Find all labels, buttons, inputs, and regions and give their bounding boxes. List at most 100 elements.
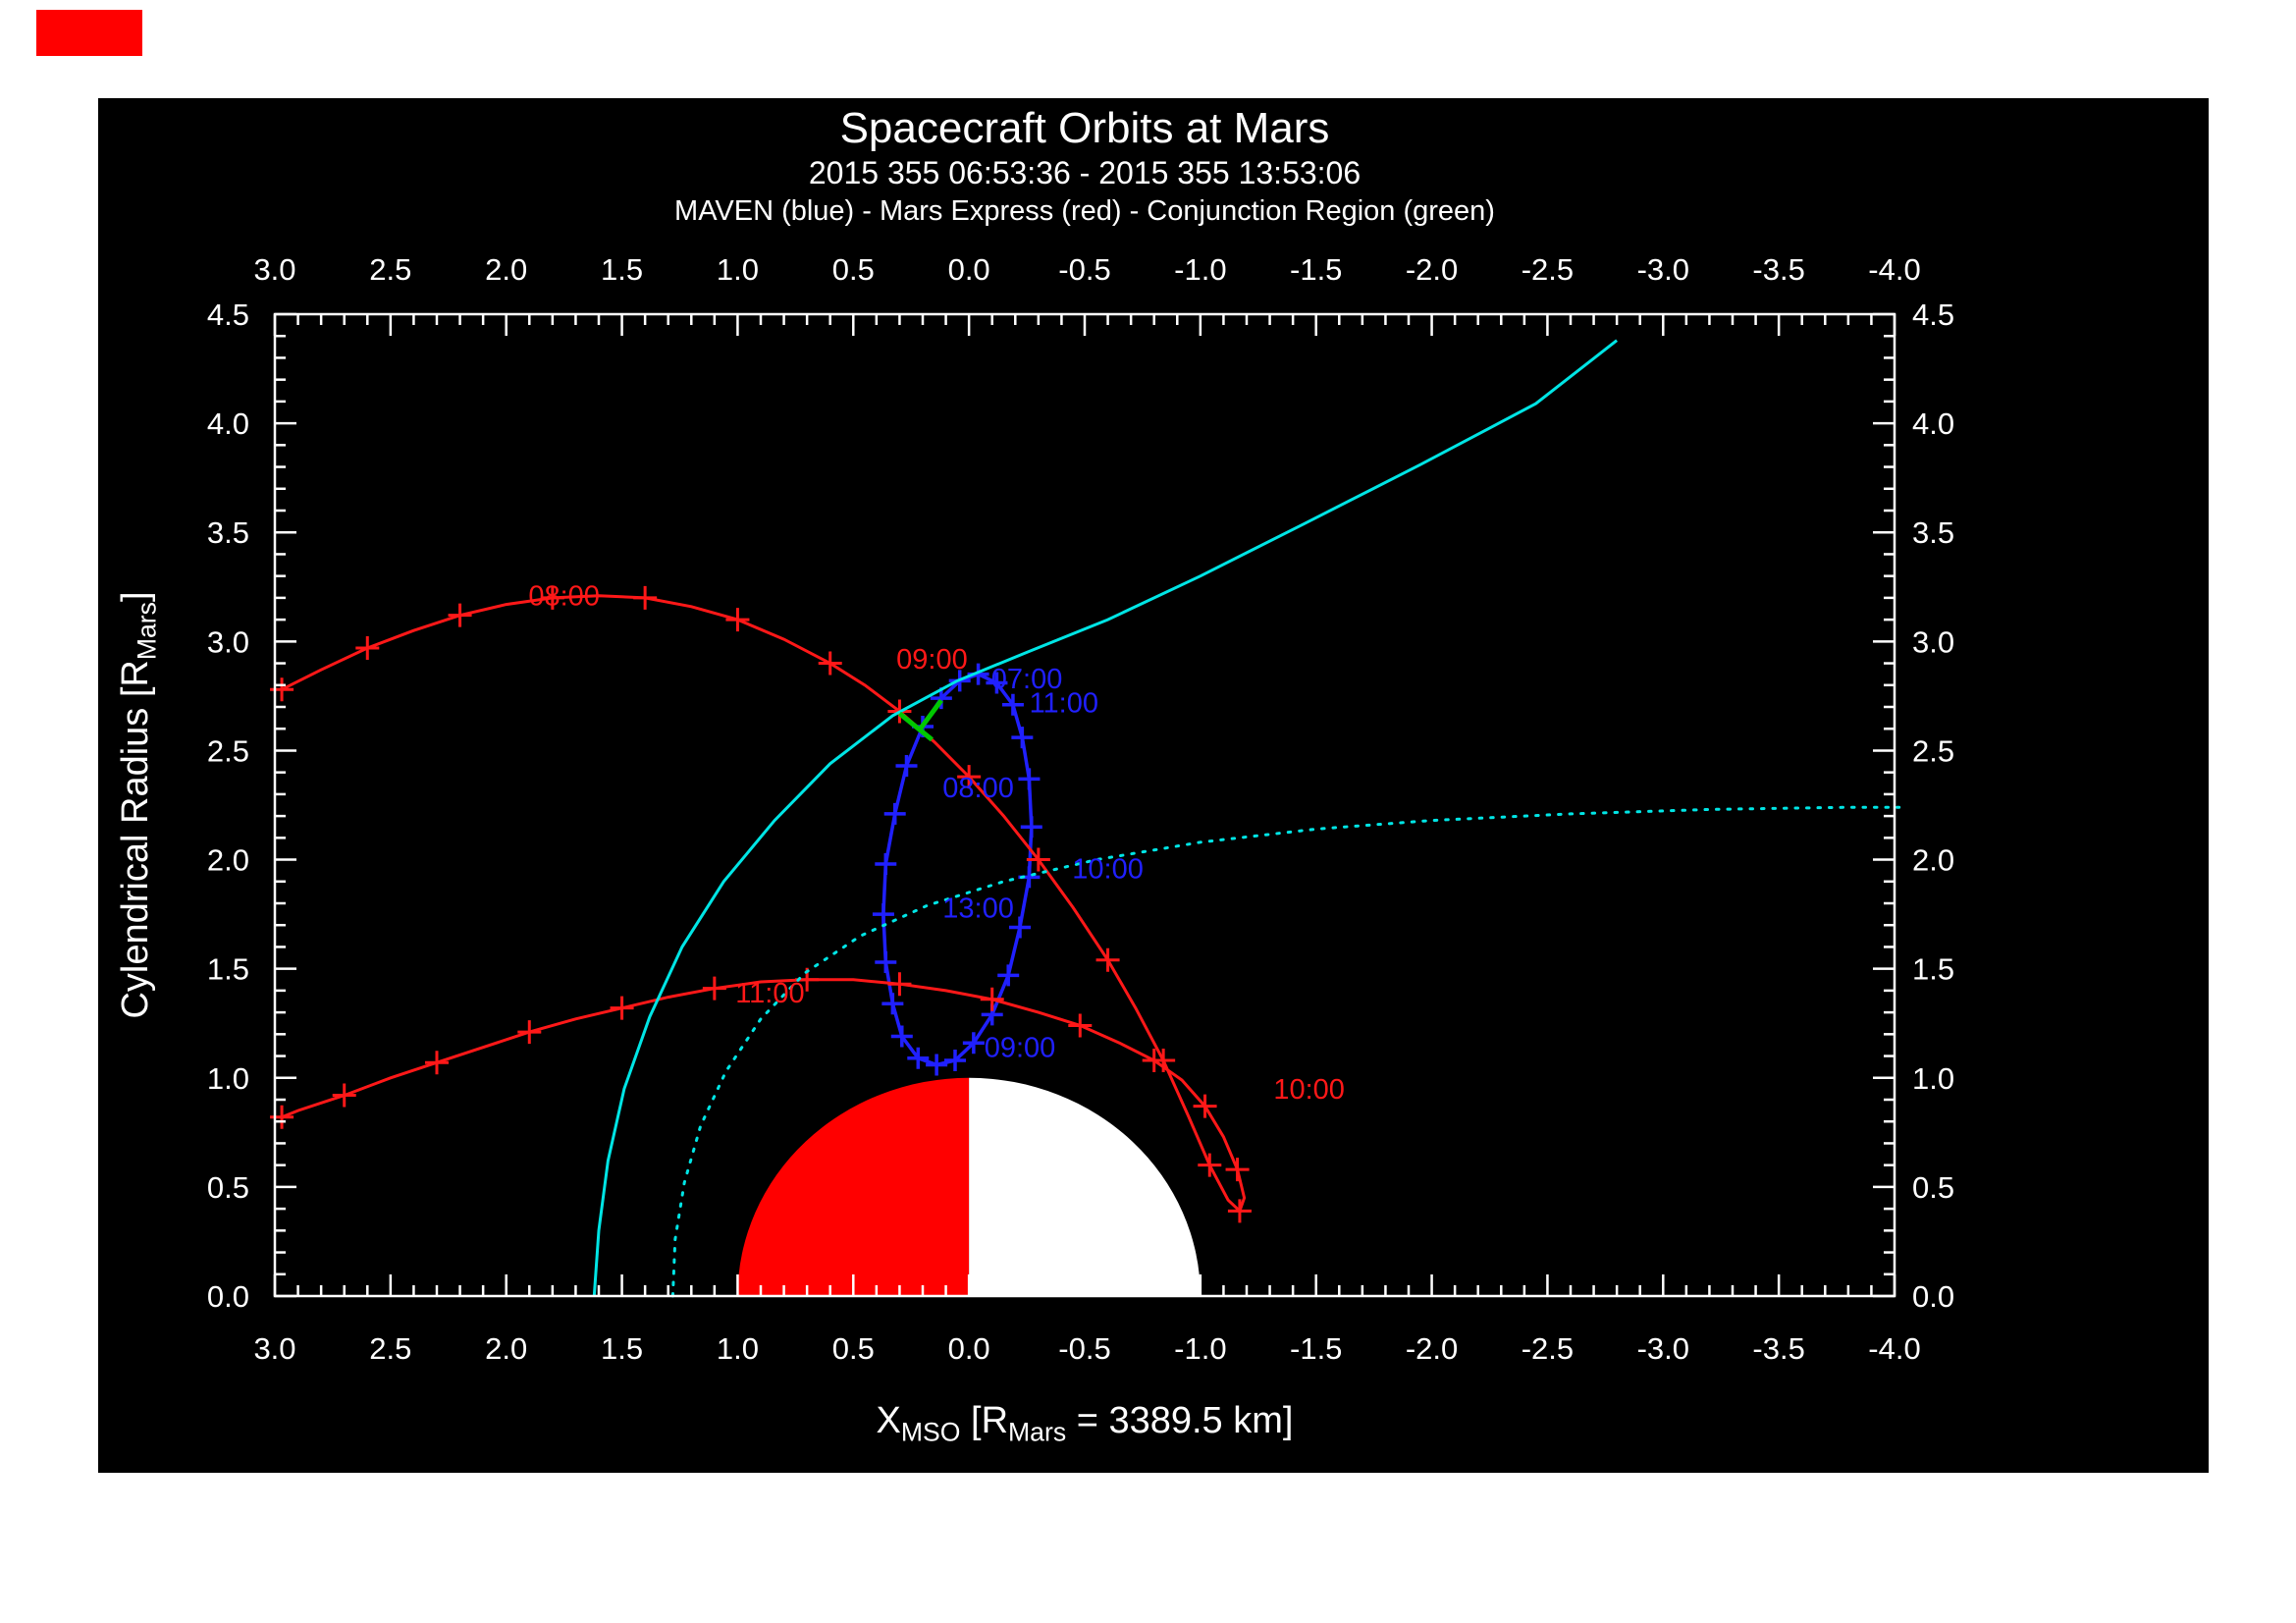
plus-marker-maven-orbit (1020, 816, 1042, 839)
y-tick-label-right: 1.0 (1912, 1061, 1954, 1096)
orbit-path-cyan-dotted-boundary (670, 805, 1901, 1298)
axis-title-part: MSO (901, 1417, 961, 1446)
y-tick-label-right: 1.5 (1912, 952, 1954, 987)
x-tick-label-top: -0.5 (1058, 252, 1110, 287)
x-tick-label-bottom: -2.5 (1522, 1331, 1574, 1366)
x-tick-label-bottom: -2.0 (1406, 1331, 1458, 1366)
plus-marker-mars-express-orbit (1193, 1094, 1217, 1118)
plus-marker-maven-orbit (875, 951, 897, 973)
plus-marker-maven-orbit (872, 903, 894, 926)
plus-marker-mars-express-orbit (1026, 847, 1050, 872)
x-tick-label-top: -2.5 (1522, 252, 1574, 287)
y-tick-label-left: 1.5 (207, 952, 249, 987)
x-tick-label-top: 3.0 (253, 252, 295, 287)
mars-dayside (737, 1077, 970, 1296)
plus-marker-maven-orbit (997, 964, 1020, 987)
y-tick-label-left: 0.5 (207, 1170, 249, 1205)
time-label: 11:00 (735, 978, 804, 1009)
plus-marker-maven-orbit (1009, 916, 1031, 939)
time-label: 10:00 (1273, 1074, 1345, 1106)
y-tick-label-right: 4.0 (1912, 406, 1954, 441)
x-tick-label-bottom: -1.5 (1290, 1331, 1342, 1366)
x-axis-title: XMSO [RMars = 3389.5 km] (877, 1400, 1294, 1446)
plus-marker-maven-orbit (944, 1050, 966, 1071)
axis-title-part: X (877, 1400, 901, 1441)
plus-marker-maven-orbit (895, 755, 918, 777)
y-tick-label-right: 0.5 (1912, 1170, 1954, 1205)
plus-marker-maven-orbit (1011, 727, 1034, 749)
x-tick-label-bottom: 1.0 (717, 1331, 759, 1366)
plus-marker-mars-express-orbit (818, 651, 842, 676)
orbit-path-conjunction-region-a (897, 711, 934, 742)
annotation-layer: 08:0009:0010:0011:0007:0011:0008:0010:00… (528, 581, 1345, 1106)
orbit-path-cyan-solid-boundary (592, 339, 1619, 1297)
plus-marker-mars-express-orbit (1142, 1049, 1166, 1072)
x-tick-label-top: 0.5 (832, 252, 875, 287)
plus-marker-mars-express-orbit (1198, 1153, 1222, 1177)
plus-marker-maven-orbit (1001, 693, 1024, 716)
x-tick-label-top: -1.0 (1174, 252, 1226, 287)
plus-marker-maven-orbit (875, 853, 897, 875)
plus-marker-mars-express-orbit (725, 608, 750, 632)
y-tick-label-left: 3.0 (207, 624, 249, 659)
y-tick-label-right: 4.5 (1912, 298, 1954, 332)
x-tick-label-bottom: -4.0 (1868, 1331, 1920, 1366)
mars-nightside (969, 1077, 1201, 1296)
axis-title-part: ] (115, 591, 156, 602)
time-label: 08:00 (528, 581, 600, 613)
plus-marker-mars-express-orbit (517, 1020, 542, 1045)
y-tick-label-left: 1.0 (207, 1061, 249, 1096)
corner-red-marker (36, 10, 142, 56)
plus-marker-mars-express-orbit (355, 636, 380, 660)
plus-marker-mars-express-orbit (448, 603, 472, 627)
plus-marker-mars-express-orbit (980, 987, 1004, 1011)
y-tick-label-left: 4.0 (207, 406, 249, 441)
x-tick-label-top: 2.5 (369, 252, 411, 287)
time-label: 08:00 (942, 773, 1014, 804)
x-tick-label-bottom: 1.5 (601, 1331, 643, 1366)
time-label: 13:00 (942, 893, 1014, 924)
plus-marker-mars-express-orbit (425, 1051, 449, 1075)
x-tick-label-top: 1.0 (717, 252, 759, 287)
mars-layer (737, 1077, 1201, 1296)
y-axis-title: Cylendrical Radius [RMars] (115, 591, 161, 1018)
plus-marker-mars-express-orbit (633, 585, 658, 610)
x-tick-label-top: -2.0 (1406, 252, 1458, 287)
x-tick-label-bottom: 3.0 (253, 1331, 295, 1366)
x-tick-label-bottom: -3.5 (1752, 1331, 1804, 1366)
y-tick-label-left: 2.0 (207, 843, 249, 878)
y-tick-label-left: 0.0 (207, 1279, 249, 1314)
x-tick-label-top: 2.0 (485, 252, 527, 287)
plus-marker-maven-orbit (962, 1032, 985, 1055)
series-layer (270, 339, 1901, 1298)
x-tick-label-top: -3.0 (1637, 252, 1689, 287)
time-label: 07:00 (991, 664, 1063, 695)
time-label: 09:00 (896, 644, 968, 676)
plus-marker-maven-orbit (1018, 768, 1041, 790)
time-label: 10:00 (1072, 853, 1144, 885)
x-tick-label-top: 0.0 (948, 252, 990, 287)
x-tick-label-bottom: 0.5 (832, 1331, 875, 1366)
plus-marker-mars-express-orbit (610, 996, 634, 1020)
axis-title-part: Cylendrical Radius [R (115, 660, 156, 1018)
x-tick-label-bottom: -0.5 (1058, 1331, 1110, 1366)
plus-marker-mars-express-orbit (540, 585, 564, 610)
y-tick-label-right: 2.5 (1912, 733, 1954, 768)
plus-marker-mars-express-orbit (887, 972, 912, 997)
plus-marker-maven-orbit (890, 1025, 913, 1048)
axis-title-part: Mars (1008, 1417, 1066, 1446)
plus-marker-mars-express-orbit (1068, 1013, 1093, 1038)
x-tick-label-top: 1.5 (601, 252, 643, 287)
chart-title: Spacecraft Orbits at Mars (840, 104, 1330, 152)
orbit-path-conjunction-region-b (918, 698, 943, 730)
plus-marker-mars-express-orbit (1227, 1199, 1252, 1223)
axis-title-part: Mars (132, 602, 161, 660)
plus-marker-maven-orbit (907, 1047, 930, 1069)
y-tick-label-left: 4.5 (207, 298, 249, 332)
axis-title-part: [R (960, 1400, 1008, 1441)
time-label: 11:00 (1030, 688, 1098, 720)
plus-marker-maven-orbit (986, 672, 1008, 694)
x-tick-label-top: -4.0 (1868, 252, 1920, 287)
